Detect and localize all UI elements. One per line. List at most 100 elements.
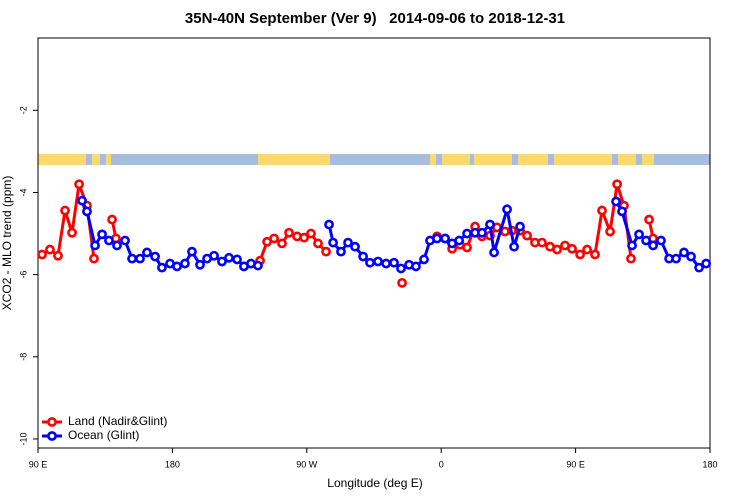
data-point <box>440 233 450 244</box>
data-point <box>537 237 547 248</box>
data-point <box>97 229 107 240</box>
data-point <box>686 251 696 262</box>
data-point <box>397 277 407 288</box>
data-point <box>432 233 442 244</box>
legend-marker <box>47 431 57 441</box>
legend-label: Land (Nadir&Glint) <box>68 414 167 428</box>
data-point <box>419 254 429 265</box>
data-point <box>389 257 399 268</box>
data-point <box>269 233 279 244</box>
y-tick-label: -6 <box>18 271 28 279</box>
data-point <box>336 246 346 257</box>
plot-frame <box>37 37 711 449</box>
data-point <box>612 179 623 190</box>
data-point <box>107 214 117 225</box>
data-point <box>60 205 70 216</box>
land-mask-strip <box>38 154 710 165</box>
data-point <box>104 235 114 246</box>
data-point <box>634 229 644 240</box>
data-point <box>373 256 383 267</box>
data-point <box>462 228 472 239</box>
data-point <box>365 257 375 268</box>
data-point <box>328 237 338 248</box>
y-tick-label: -10 <box>18 432 28 445</box>
data-point <box>90 240 100 251</box>
data-point <box>454 235 465 246</box>
data-point <box>53 250 63 261</box>
x-tick-label: 0 <box>439 459 444 469</box>
data-point <box>232 254 242 265</box>
data-point <box>142 247 152 258</box>
x-tick-label: 90 E <box>29 459 48 469</box>
data-point <box>89 253 99 264</box>
x-axis-label: Longitude (deg E) <box>327 476 422 490</box>
data-point <box>45 244 55 255</box>
data-point <box>321 246 331 257</box>
data-point <box>299 232 310 243</box>
data-point <box>224 252 234 263</box>
y-tick-label: -8 <box>18 353 28 361</box>
data-point <box>567 243 577 254</box>
data-point <box>644 214 654 225</box>
data-point <box>187 246 197 257</box>
x-tick-label: 180 <box>165 459 180 469</box>
data-point <box>150 251 160 262</box>
data-point <box>74 179 84 190</box>
legend-marker <box>47 417 57 427</box>
data-point <box>502 204 512 215</box>
data-point <box>626 253 636 264</box>
data-point <box>605 226 615 237</box>
data-point <box>324 219 334 230</box>
data-point <box>209 250 219 261</box>
x-tick-label: 90 E <box>566 459 585 469</box>
data-point <box>679 247 689 258</box>
y-axis-label: XCO2 - MLO trend (ppm) <box>0 176 14 311</box>
data-point <box>701 258 712 269</box>
data-point <box>462 242 472 253</box>
data-point <box>671 253 682 264</box>
y-tick-label: -2 <box>18 106 28 114</box>
data-point <box>37 249 47 260</box>
data-point <box>157 262 167 273</box>
data-point <box>350 241 360 252</box>
data-point <box>253 260 263 271</box>
data-point <box>82 206 92 217</box>
data-point <box>489 247 499 258</box>
legend-label: Ocean (Glint) <box>68 428 139 442</box>
data-point <box>381 258 391 269</box>
data-point <box>485 219 495 230</box>
data-point <box>552 244 562 255</box>
data-point <box>590 249 600 260</box>
data-point <box>477 227 487 238</box>
data-point <box>617 206 627 217</box>
data-point <box>313 238 323 249</box>
data-point <box>358 251 368 262</box>
data-point <box>582 244 592 255</box>
data-point <box>509 241 519 252</box>
data-point <box>694 262 704 273</box>
x-tick-label: 180 <box>702 459 717 469</box>
y-tick-label: -4 <box>18 188 28 196</box>
data-point <box>284 227 294 238</box>
chart-title: 35N-40N September (Ver 9) 2014-09-06 to … <box>185 10 565 27</box>
data-point <box>411 261 421 272</box>
data-point <box>172 261 182 272</box>
data-point <box>656 235 666 246</box>
data-point <box>515 221 525 232</box>
data-point <box>277 238 287 249</box>
data-point <box>67 227 77 238</box>
data-point <box>627 240 637 251</box>
x-tick-label: 90 W <box>296 459 318 469</box>
data-point <box>343 237 353 248</box>
data-point <box>648 240 659 251</box>
data-point <box>597 205 607 216</box>
data-point <box>611 196 621 207</box>
data-point <box>641 235 651 246</box>
data-point <box>396 263 406 274</box>
data-point <box>180 258 190 269</box>
data-point <box>575 249 585 260</box>
data-point <box>77 195 87 206</box>
data-point <box>306 228 316 239</box>
data-point <box>195 259 205 270</box>
